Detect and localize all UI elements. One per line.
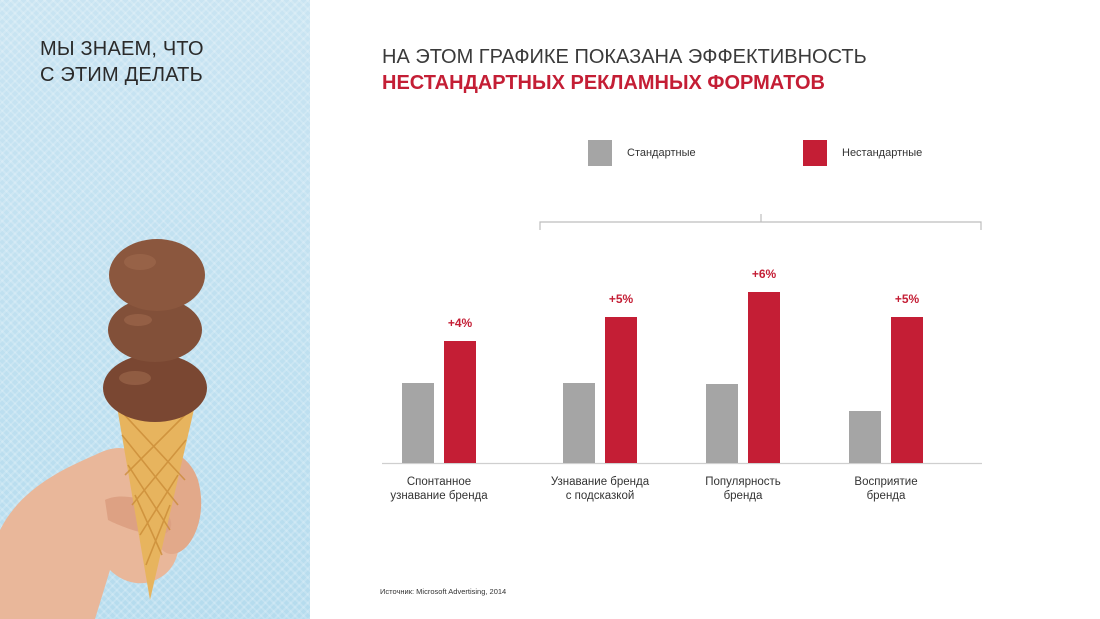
x-tick-label-4-line-2: бренда [867,490,906,502]
data-labels: +4% +5% +6% +5% [448,267,920,330]
left-title: МЫ ЗНАЕМ, ЧТО С ЭТИМ ДЕЛАТЬ [40,36,204,88]
x-tick-label-1-line-2: узнавание бренда [390,490,488,502]
data-label-4: +5% [895,292,920,306]
bar-standard-4 [849,411,881,463]
x-tick-label-1-line-1: Спонтанное [407,476,471,488]
ice-cream-cone-image [0,239,207,619]
legend-label-standard: Стандартные [627,147,696,159]
legend-swatch-nonstandard [803,140,827,166]
bars [402,292,923,463]
bar-standard-3 [706,384,738,463]
bar-nonstandard-3 [748,292,780,463]
x-tick-label-2-line-2: с подсказкой [566,490,635,502]
bar-nonstandard-4 [891,317,923,463]
chart-title: НА ЭТОМ ГРАФИКЕ ПОКАЗАНА ЭФФЕКТИВНОСТЬ Н… [382,44,867,96]
data-label-2: +5% [609,292,634,306]
legend-swatch-standard [588,140,612,166]
bar-nonstandard-2 [605,317,637,463]
left-panel: МЫ ЗНАЕМ, ЧТО С ЭТИМ ДЕЛАТЬ [0,0,310,619]
left-title-line-2: С ЭТИМ ДЕЛАТЬ [40,64,203,86]
data-label-1: +4% [448,316,473,330]
scoop-highlights [119,254,156,385]
left-title-line-1: МЫ ЗНАЕМ, ЧТО [40,38,204,60]
cone-pattern [119,409,191,566]
bracket [539,214,982,230]
scoop-bottom [103,354,207,422]
x-tick-labels: Спонтанное узнавание бренда Узнавание брен… [390,476,917,502]
bar-nonstandard-1 [444,341,476,463]
x-tick-label-3-line-1: Популярность [705,476,780,488]
x-tick-label-2-line-1: Узнавание бренда [551,476,650,488]
chart-title-line-1: НА ЭТОМ ГРАФИКЕ ПОКАЗАНА ЭФФЕКТИВНОСТЬ [382,46,867,68]
legend-label-nonstandard: Нестандартные [842,147,923,159]
legend-item-nonstandard: Нестандартные [803,140,922,166]
cone-shape [115,395,195,600]
legend-item-standard: Стандартные [588,140,696,166]
bar-standard-2 [563,383,595,463]
x-tick-label-3-line-2: бренда [724,490,763,502]
scoop-middle [108,298,202,362]
x-tick-label-4-line-1: Восприятие [854,476,917,488]
chart-title-line-2: НЕСТАНДАРТНЫХ РЕКЛАМНЫХ ФОРМАТОВ [382,72,825,94]
source-note: Источник: Microsoft Advertising, 2014 [380,587,507,596]
data-label-3: +6% [752,267,777,281]
bar-standard-1 [402,383,434,463]
